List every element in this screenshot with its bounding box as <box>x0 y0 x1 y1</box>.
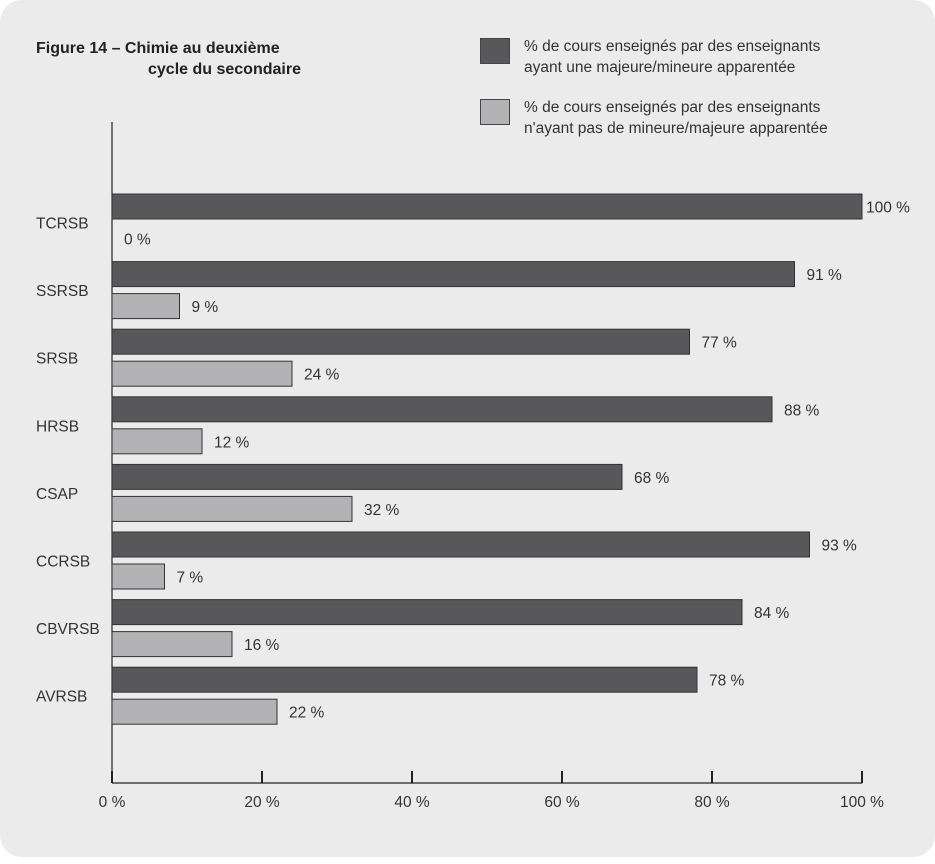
category-label-srsb: SRSB <box>36 351 78 368</box>
category-label-cbvrsb: CBVRSB <box>36 621 100 638</box>
bar-srsb-series-1 <box>111 328 690 355</box>
bar-csap-series-2 <box>111 495 353 522</box>
bar-ccrsb-series-2 <box>111 563 165 590</box>
data-label-csap-series-2: 32 % <box>364 502 400 519</box>
legend-label-series-2-line-2: n'ayant pas de mineure/majeure apparenté… <box>524 120 828 137</box>
category-label-hrsb: HRSB <box>36 418 79 435</box>
category-label-csap: CSAP <box>36 486 78 503</box>
data-label-ssrsb-series-1: 91 % <box>807 267 843 284</box>
data-label-avrsb-series-1: 78 % <box>709 673 745 690</box>
data-label-hrsb-series-2: 12 % <box>214 434 250 451</box>
category-label-tcrsb: TCRSB <box>36 216 89 233</box>
data-label-tcrsb-series-2: 0 % <box>124 232 151 249</box>
x-tick-label-80: 80 % <box>694 794 730 811</box>
legend-swatch-series-2 <box>480 99 510 125</box>
chart-title: Figure 14 – Chimie au deuxième cycle du … <box>36 38 356 80</box>
data-label-tcrsb-series-1: 100 % <box>866 200 910 217</box>
legend-label-series-1-line-1: % de cours enseignés par des enseignants <box>524 38 821 55</box>
data-label-csap-series-1: 68 % <box>634 470 670 487</box>
x-tick-label-0: 0 % <box>99 794 126 811</box>
category-label-ssrsb: SSRSB <box>36 283 89 300</box>
x-tick-label-20: 20 % <box>244 794 280 811</box>
chart-title-line-1: Figure 14 – Chimie au deuxième <box>36 40 280 57</box>
x-tick-label-40: 40 % <box>394 794 430 811</box>
bar-ccrsb-series-1 <box>111 531 810 558</box>
bar-ssrsb-series-2 <box>111 293 180 320</box>
data-label-cbvrsb-series-1: 84 % <box>754 605 790 622</box>
data-label-srsb-series-2: 24 % <box>304 367 340 384</box>
data-label-cbvrsb-series-2: 16 % <box>244 637 280 654</box>
bar-hrsb-series-2 <box>111 428 203 455</box>
legend-label-series-2-line-1: % de cours enseignés par des enseignants <box>524 99 821 116</box>
x-tick-label-100: 100 % <box>840 794 884 811</box>
bar-cbvrsb-series-1 <box>111 599 743 626</box>
chart-title-line-2: cycle du secondaire <box>148 61 301 78</box>
category-label-ccrsb: CCRSB <box>36 554 90 571</box>
bar-tcrsb-series-1 <box>111 193 863 220</box>
bar-srsb-series-2 <box>111 360 293 387</box>
bar-cbvrsb-series-2 <box>111 631 233 658</box>
data-label-avrsb-series-2: 22 % <box>289 705 325 722</box>
legend-label-series-2: % de cours enseignés par des enseignants… <box>524 97 924 139</box>
x-tick-label-60: 60 % <box>544 794 580 811</box>
data-label-ccrsb-series-1: 93 % <box>822 538 858 555</box>
data-label-ssrsb-series-2: 9 % <box>192 299 219 316</box>
data-label-srsb-series-1: 77 % <box>702 335 738 352</box>
bar-avrsb-series-2 <box>111 698 278 725</box>
legend-swatch-series-1 <box>480 38 510 64</box>
data-label-hrsb-series-1: 88 % <box>784 402 820 419</box>
legend-label-series-1-line-2: ayant une majeure/mineure apparentée <box>524 59 796 76</box>
category-label-avrsb: AVRSB <box>36 689 87 706</box>
bar-hrsb-series-1 <box>111 396 773 423</box>
bar-avrsb-series-1 <box>111 666 698 693</box>
bar-csap-series-1 <box>111 463 623 490</box>
data-label-ccrsb-series-2: 7 % <box>177 570 204 587</box>
bar-ssrsb-series-1 <box>111 261 795 288</box>
legend-label-series-1: % de cours enseignés par des enseignants… <box>524 36 924 78</box>
